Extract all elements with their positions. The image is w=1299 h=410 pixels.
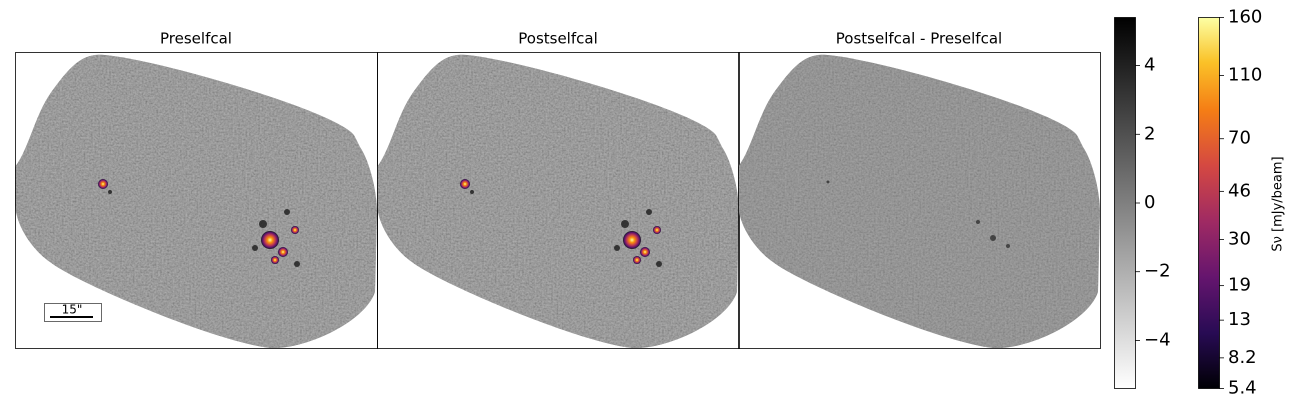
panel-title: Postselfcal - Preselfcal: [836, 30, 1002, 48]
image-noise: [738, 54, 1100, 348]
dark-spot: [252, 245, 258, 251]
panel-frame: [738, 52, 1101, 349]
dark-spot: [284, 209, 290, 215]
dark-spot: [294, 261, 300, 267]
tick-label: 8.2: [1228, 347, 1257, 368]
colorbar-gray: [1114, 17, 1136, 389]
tick-label: 2: [1144, 123, 1155, 144]
tick-label: 110: [1228, 65, 1262, 86]
source: [653, 226, 661, 234]
source: [460, 179, 470, 189]
tick-label: −2: [1144, 261, 1171, 282]
source: [640, 247, 650, 257]
dark-spot: [990, 235, 996, 241]
source: [98, 179, 108, 189]
scale-bar-label: 15": [62, 303, 83, 317]
dark-spot: [1006, 244, 1010, 248]
dark-spot: [976, 220, 980, 224]
tick-label: 13: [1228, 309, 1251, 330]
tick-label: 5.4: [1228, 378, 1257, 399]
image-noise: [377, 54, 739, 348]
tick-label: 46: [1228, 180, 1251, 201]
dark-spot: [470, 190, 474, 194]
dark-spot: [646, 209, 652, 215]
dark-spot: [614, 245, 620, 251]
tick-label: 4: [1144, 55, 1155, 76]
panel-title: Postselfcal: [518, 30, 597, 48]
source: [271, 256, 279, 264]
source: [633, 256, 641, 264]
source: [261, 231, 279, 249]
tick-label: 70: [1228, 128, 1251, 149]
dark-spot: [108, 190, 112, 194]
tick-label: 160: [1228, 7, 1262, 28]
image: [377, 54, 739, 348]
dark-spot: [259, 220, 267, 228]
dark-spot: [656, 261, 662, 267]
tick-label: 19: [1228, 275, 1251, 296]
colorbar-label: Sν [mJy/beam]: [1271, 156, 1286, 251]
colorbar-inferno: [1198, 17, 1220, 389]
source: [291, 226, 299, 234]
tick-label: −4: [1144, 329, 1171, 350]
tick-label: 0: [1144, 192, 1155, 213]
dark-spot: [621, 220, 629, 228]
panels: Preselfcal Postselfcal Postselfcal - Prese…: [15, 30, 1101, 349]
tick-label: 30: [1228, 229, 1251, 250]
image: [738, 54, 1100, 348]
source: [623, 231, 641, 249]
source: [278, 247, 288, 257]
panel-title: Preselfcal: [160, 30, 232, 48]
dark-spot: [826, 180, 830, 184]
